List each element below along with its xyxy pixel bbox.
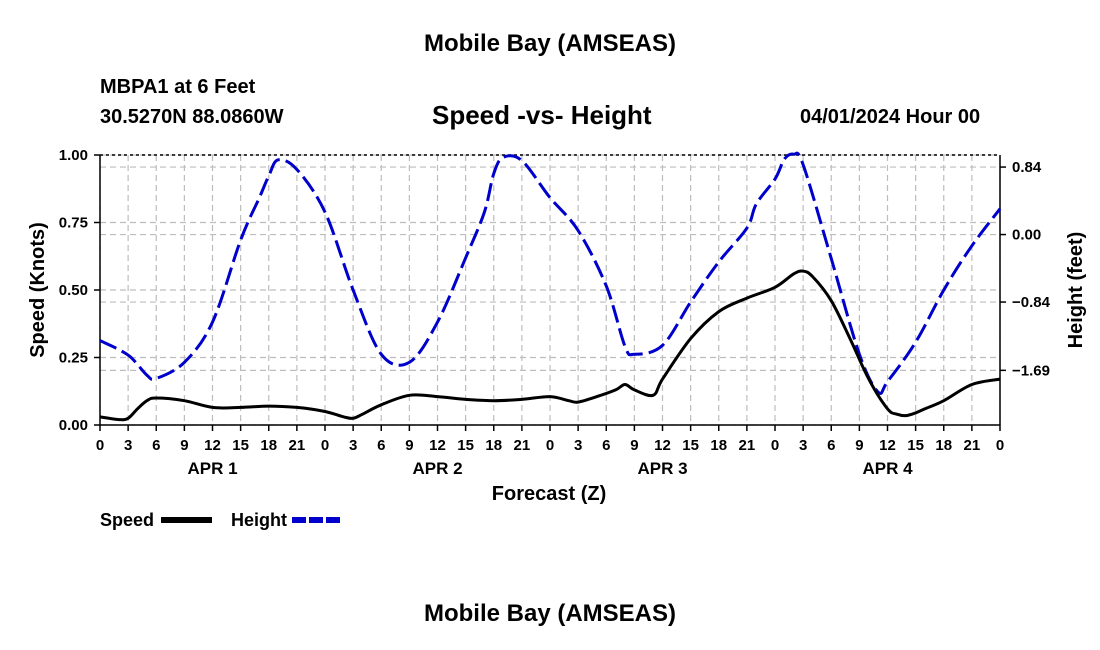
y-tick-label: 1.00: [59, 147, 88, 164]
speed-series-line: [99, 269, 1001, 422]
x-tick-label: 3: [799, 437, 807, 454]
x-tick-label: 9: [630, 437, 638, 454]
x-tick-label: 3: [574, 437, 582, 454]
x-tick-label: 6: [377, 437, 385, 454]
x-tick-label: 0: [771, 437, 779, 454]
x-tick-label: 18: [485, 437, 502, 454]
x-tick-label: 0: [546, 437, 554, 454]
x-tick-label: 15: [457, 437, 474, 454]
x-axis-label: Forecast (Z): [492, 483, 606, 505]
y-axis-label: Speed (Knots): [27, 222, 49, 358]
x-tick-label: 12: [204, 437, 221, 454]
x-tick-label: 21: [514, 437, 531, 454]
y-tick-label: 0.75: [59, 215, 88, 232]
y2-tick-label: 0.84: [1012, 159, 1042, 176]
x-tick-label: 0: [996, 437, 1004, 454]
x-tick-label: 21: [739, 437, 756, 454]
chart-main-title: Mobile Bay (AMSEAS): [423, 30, 677, 57]
x-tick-label: 6: [602, 437, 610, 454]
x-tick-label: 3: [349, 437, 357, 454]
x-tick-label: 0: [96, 437, 104, 454]
x-tick-label: 9: [855, 437, 863, 454]
y-tick-label: 0.25: [59, 350, 88, 367]
y2-tick-label: −1.69: [1012, 362, 1050, 379]
y-tick-label: 0.50: [59, 282, 88, 299]
height-series-line: [99, 151, 1002, 396]
x-tick-label: 15: [682, 437, 699, 454]
x-day-label: APR 1: [187, 459, 237, 478]
x-tick-label: 21: [289, 437, 306, 454]
x-tick-label: 3: [124, 437, 132, 454]
x-day-label: APR 3: [637, 459, 687, 478]
y-tick-label: 0.00: [59, 417, 88, 434]
x-day-label: APR 2: [412, 459, 462, 478]
station-name: MBPA1 at 6 Feet: [100, 76, 256, 98]
x-tick-label: 6: [152, 437, 160, 454]
x-tick-label: 15: [232, 437, 249, 454]
legend: Speed Height: [100, 510, 343, 530]
x-tick-label: 9: [405, 437, 413, 454]
footer-title: Mobile Bay (AMSEAS): [423, 600, 677, 627]
legend-height-label: Height: [231, 510, 287, 530]
chart-subtitle: Speed -vs- Height: [432, 100, 652, 130]
y2-axis-label: Height (feet): [1065, 232, 1087, 349]
x-tick-label: 12: [429, 437, 446, 454]
x-tick-label: 15: [907, 437, 924, 454]
y2-tick-label: 0.00: [1012, 227, 1041, 244]
x-tick-label: 12: [879, 437, 896, 454]
station-coordinates: 30.5270N 88.0860W: [100, 106, 284, 128]
x-tick-label: 21: [964, 437, 981, 454]
x-tick-label: 9: [180, 437, 188, 454]
x-tick-label: 12: [654, 437, 671, 454]
forecast-datetime: 04/01/2024 Hour 00: [800, 106, 981, 128]
y2-tick-label: −0.84: [1012, 294, 1051, 311]
x-tick-label: 18: [710, 437, 727, 454]
x-tick-label: 0: [321, 437, 329, 454]
x-tick-label: 18: [935, 437, 952, 454]
legend-speed-label: Speed: [100, 510, 154, 530]
x-day-label: APR 4: [862, 459, 913, 478]
x-tick-label: 18: [260, 437, 277, 454]
x-tick-label: 6: [827, 437, 835, 454]
